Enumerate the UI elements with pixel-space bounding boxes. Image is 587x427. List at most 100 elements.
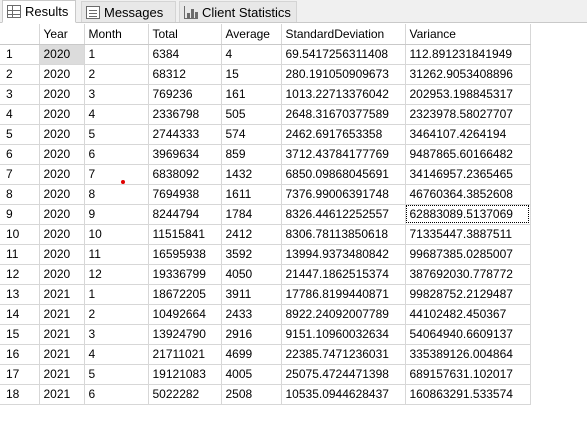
month-cell[interactable]: 6 xyxy=(84,384,149,405)
table-row[interactable]: 7 2020 7 6838092 1432 6850.09868045691 3414695… xyxy=(0,164,531,185)
month-cell[interactable]: 9 xyxy=(84,204,149,225)
average-cell[interactable]: 4 xyxy=(221,44,282,65)
column-header-total[interactable]: Total xyxy=(148,24,222,45)
total-cell[interactable]: 8244794 xyxy=(148,204,222,225)
variance-cell[interactable]: 387692030.778772 xyxy=(405,264,531,285)
standard-deviation-cell[interactable]: 280.191050909673 xyxy=(281,64,406,85)
standard-deviation-cell[interactable]: 1013.22713376042 xyxy=(281,84,406,105)
column-header-standard-deviation[interactable]: StandardDeviation xyxy=(281,24,406,45)
row-number[interactable]: 11 xyxy=(0,244,40,265)
table-row[interactable]: 2 2020 2 68312 15 280.191050909673 31262.90534… xyxy=(0,64,531,85)
average-cell[interactable]: 2916 xyxy=(221,324,282,345)
month-cell[interactable]: 1 xyxy=(84,44,149,65)
average-cell[interactable]: 4699 xyxy=(221,344,282,365)
year-cell[interactable]: 2020 xyxy=(39,84,85,105)
total-cell[interactable]: 13924790 xyxy=(148,324,222,345)
row-number[interactable]: 12 xyxy=(0,264,40,285)
month-cell[interactable]: 3 xyxy=(84,324,149,345)
total-cell[interactable]: 21711021 xyxy=(148,344,222,365)
month-cell[interactable]: 12 xyxy=(84,264,149,285)
total-cell[interactable]: 16595938 xyxy=(148,244,222,265)
year-cell[interactable]: 2020 xyxy=(39,184,85,205)
year-cell[interactable]: 2020 xyxy=(39,264,85,285)
year-cell[interactable]: 2021 xyxy=(39,344,85,365)
row-number[interactable]: 8 xyxy=(0,184,40,205)
average-cell[interactable]: 161 xyxy=(221,84,282,105)
standard-deviation-cell[interactable]: 9151.10960032634 xyxy=(281,324,406,345)
table-row[interactable]: 18 2021 6 5022282 2508 10535.0944628437 160863… xyxy=(0,384,531,405)
table-row[interactable]: 14 2021 2 10492664 2433 8922.24092007789 44102… xyxy=(0,304,531,325)
row-number[interactable]: 18 xyxy=(0,384,40,405)
variance-cell[interactable]: 31262.9053408896 xyxy=(405,64,531,85)
variance-cell[interactable]: 202953.198845317 xyxy=(405,84,531,105)
variance-cell[interactable]: 9487865.60166482 xyxy=(405,144,531,165)
average-cell[interactable]: 1784 xyxy=(221,204,282,225)
variance-cell[interactable]: 689157631.102017 xyxy=(405,364,531,385)
total-cell[interactable]: 19336799 xyxy=(148,264,222,285)
year-cell[interactable]: 2020 xyxy=(39,204,85,225)
row-number[interactable]: 4 xyxy=(0,104,40,125)
tab-client-statistics[interactable]: Client Statistics xyxy=(179,1,297,22)
month-cell[interactable]: 1 xyxy=(84,284,149,305)
row-number[interactable]: 1 xyxy=(0,44,40,65)
total-cell[interactable]: 68312 xyxy=(148,64,222,85)
total-cell[interactable]: 18672205 xyxy=(148,284,222,305)
month-cell[interactable]: 5 xyxy=(84,364,149,385)
month-cell[interactable]: 8 xyxy=(84,184,149,205)
variance-cell[interactable]: 44102482.450367 xyxy=(405,304,531,325)
year-cell[interactable]: 2020 xyxy=(39,144,85,165)
average-cell[interactable]: 2433 xyxy=(221,304,282,325)
column-header-month[interactable]: Month xyxy=(84,24,149,45)
table-row[interactable]: 13 2021 1 18672205 3911 17786.8199440871 99828… xyxy=(0,284,531,305)
total-cell[interactable]: 7694938 xyxy=(148,184,222,205)
row-number[interactable]: 5 xyxy=(0,124,40,145)
row-number[interactable]: 14 xyxy=(0,304,40,325)
variance-cell[interactable]: 3464107.4264194 xyxy=(405,124,531,145)
standard-deviation-cell[interactable]: 69.5417256311408 xyxy=(281,44,406,65)
month-cell[interactable]: 4 xyxy=(84,344,149,365)
average-cell[interactable]: 4005 xyxy=(221,364,282,385)
year-cell[interactable]: 2021 xyxy=(39,284,85,305)
row-number[interactable]: 10 xyxy=(0,224,40,245)
month-cell[interactable]: 5 xyxy=(84,124,149,145)
average-cell[interactable]: 574 xyxy=(221,124,282,145)
table-row[interactable]: 6 2020 6 3969634 859 3712.43784177769 9487865.… xyxy=(0,144,531,165)
year-cell[interactable]: 2021 xyxy=(39,324,85,345)
variance-cell[interactable]: 62883089.5137069 xyxy=(405,204,531,225)
month-cell[interactable]: 7 xyxy=(84,164,149,185)
standard-deviation-cell[interactable]: 8922.24092007789 xyxy=(281,304,406,325)
table-row[interactable]: 4 2020 4 2336798 505 2648.31670377589 2323978.… xyxy=(0,104,531,125)
average-cell[interactable]: 15 xyxy=(221,64,282,85)
table-row[interactable]: 11 2020 11 16595938 3592 13994.9373480842 9968… xyxy=(0,244,531,265)
standard-deviation-cell[interactable]: 6850.09868045691 xyxy=(281,164,406,185)
average-cell[interactable]: 1432 xyxy=(221,164,282,185)
month-cell[interactable]: 3 xyxy=(84,84,149,105)
standard-deviation-cell[interactable]: 21447.1862515374 xyxy=(281,264,406,285)
year-cell[interactable]: 2020 xyxy=(39,164,85,185)
variance-cell[interactable]: 99687385.0285007 xyxy=(405,244,531,265)
table-row[interactable]: 8 2020 8 7694938 1611 7376.99006391748 4676036… xyxy=(0,184,531,205)
total-cell[interactable]: 2336798 xyxy=(148,104,222,125)
tab-messages[interactable]: Messages xyxy=(81,1,176,22)
row-number[interactable]: 9 xyxy=(0,204,40,225)
year-cell[interactable]: 2021 xyxy=(39,304,85,325)
table-row[interactable]: 12 2020 12 19336799 4050 21447.1862515374 3876… xyxy=(0,264,531,285)
average-cell[interactable]: 3911 xyxy=(221,284,282,305)
variance-cell[interactable]: 112.891231841949 xyxy=(405,44,531,65)
variance-cell[interactable]: 335389126.004864 xyxy=(405,344,531,365)
row-number[interactable]: 17 xyxy=(0,364,40,385)
tab-results[interactable]: Results xyxy=(2,0,76,23)
year-cell[interactable]: 2020 xyxy=(39,104,85,125)
table-row[interactable]: 15 2021 3 13924790 2916 9151.10960032634 54064… xyxy=(0,324,531,345)
total-cell[interactable]: 5022282 xyxy=(148,384,222,405)
total-cell[interactable]: 19121083 xyxy=(148,364,222,385)
total-cell[interactable]: 6384 xyxy=(148,44,222,65)
standard-deviation-cell[interactable]: 2462.6917653358 xyxy=(281,124,406,145)
total-cell[interactable]: 10492664 xyxy=(148,304,222,325)
average-cell[interactable]: 859 xyxy=(221,144,282,165)
average-cell[interactable]: 2412 xyxy=(221,224,282,245)
year-cell[interactable]: 2021 xyxy=(39,364,85,385)
table-row[interactable]: 1 2020 1 6384 4 69.5417256311408 112.891231841… xyxy=(0,44,531,65)
variance-cell[interactable]: 160863291.533574 xyxy=(405,384,531,405)
row-number[interactable]: 6 xyxy=(0,144,40,165)
